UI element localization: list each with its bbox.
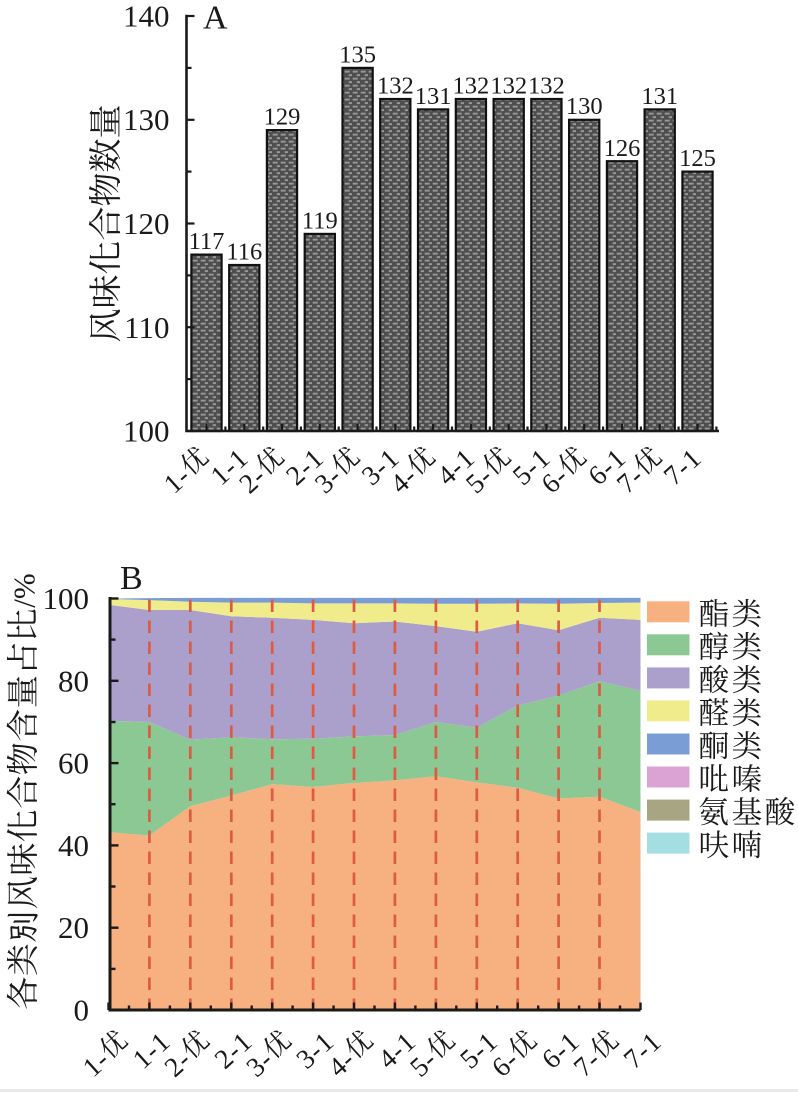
svg-text:125: 125	[679, 145, 716, 172]
svg-text:132: 132	[377, 73, 414, 100]
svg-text:116: 116	[226, 239, 262, 266]
svg-text:A: A	[203, 0, 228, 37]
svg-text:135: 135	[339, 41, 376, 68]
svg-text:20: 20	[58, 910, 89, 945]
svg-text:130: 130	[123, 102, 170, 137]
svg-text:110: 110	[124, 310, 169, 345]
svg-text:131: 131	[641, 83, 678, 110]
svg-text:131: 131	[415, 83, 452, 110]
svg-text:129: 129	[264, 104, 301, 131]
svg-text:40: 40	[58, 828, 89, 863]
svg-text:100: 100	[43, 581, 90, 616]
svg-text:132: 132	[453, 73, 490, 100]
svg-text:132: 132	[490, 73, 527, 100]
svg-text:80: 80	[58, 663, 89, 698]
svg-text:119: 119	[302, 207, 338, 234]
svg-text:132: 132	[528, 73, 565, 100]
svg-text:0: 0	[74, 993, 90, 1028]
svg-text:60: 60	[58, 746, 89, 781]
svg-text:117: 117	[189, 228, 225, 255]
svg-text:140: 140	[123, 0, 170, 34]
svg-text:126: 126	[604, 135, 641, 162]
svg-text:B: B	[120, 560, 143, 597]
svg-text:100: 100	[123, 414, 170, 449]
svg-text:/%: /%	[7, 573, 42, 607]
svg-text:120: 120	[123, 206, 170, 241]
svg-text:130: 130	[566, 93, 603, 120]
